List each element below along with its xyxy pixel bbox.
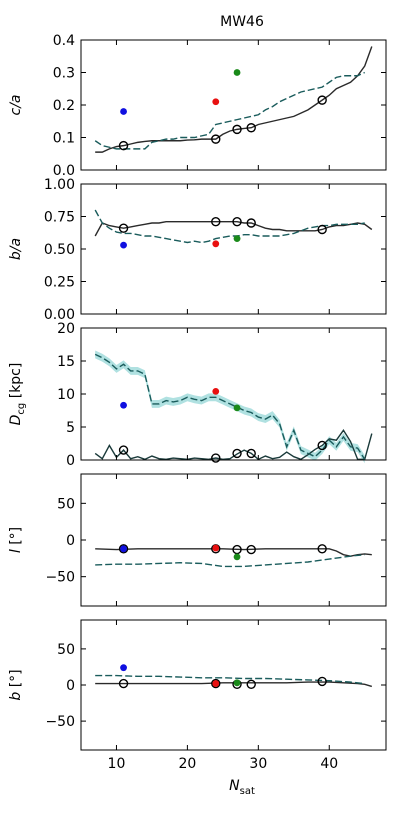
series-line-3-dashed (95, 553, 365, 568)
colored-point-3-0 (120, 545, 127, 553)
colored-point-4-1 (212, 680, 220, 687)
open-point-3-3 (246, 544, 256, 555)
open-point-1-4 (317, 224, 327, 235)
y-tick-label-1-1: 0.25 (44, 275, 75, 291)
open-point-0-4 (317, 95, 327, 105)
panel-4: −50 0 50 b [°] (8, 619, 387, 751)
open-point-1-3 (246, 218, 256, 228)
open-point-4-3 (246, 679, 256, 689)
y-axis-label-0: c/a (8, 95, 24, 116)
y-tick-label-2-0: 0 (66, 453, 75, 469)
colored-point-0-2 (233, 69, 241, 76)
open-point-2-3 (246, 448, 256, 459)
y-axis-label-2: Dcg [kpc] (8, 363, 27, 426)
y-tick-label-1-3: 0.75 (44, 210, 75, 226)
colored-point-4-0 (120, 664, 127, 672)
y-tick-label-2-1: 5 (66, 420, 75, 436)
y-axis-label-4: b [°] (8, 669, 24, 700)
open-point-2-4 (317, 440, 327, 451)
panel-frame-0 (80, 39, 387, 171)
colored-point-3-2 (233, 553, 241, 561)
colored-point-1-2 (233, 235, 241, 243)
series-line-0-solid (95, 46, 373, 153)
panel-frame-1 (80, 183, 387, 315)
panel-0: 0.0 0.1 0.2 0.3 0.4 c/a (8, 33, 387, 179)
open-point-3-4 (317, 544, 327, 554)
panel-3: −50 0 50 l [°] (8, 473, 387, 607)
x-tick-label-2: 30 (249, 756, 267, 772)
y-tick-label-0-3: 0.3 (53, 66, 75, 82)
y-tick-label-1-0: 0.00 (44, 307, 75, 323)
y-tick-label-3-2: 50 (57, 496, 75, 512)
y-tick-label-0-2: 0.2 (53, 98, 75, 114)
series-line-0-dashed (94, 71, 366, 150)
open-point-4-1 (211, 678, 221, 689)
y-tick-label-3-0: −50 (45, 570, 75, 586)
y-tick-label-2-4: 20 (57, 321, 75, 337)
series-band-2-1 (95, 350, 365, 464)
y-tick-label-0-1: 0.1 (53, 131, 75, 147)
open-point-3-0 (118, 544, 129, 554)
colored-point-1-0 (120, 241, 127, 249)
y-tick-label-4-1: 0 (66, 678, 75, 694)
y-tick-label-0-0: 0.0 (53, 163, 75, 179)
y-axis-label-3: l [°] (8, 527, 24, 553)
y-axis-label-1: b/a (8, 238, 24, 260)
colored-point-1-1 (212, 240, 220, 248)
colored-point-0-0 (120, 108, 127, 115)
y-tick-label-3-1: 0 (66, 533, 75, 549)
colored-point-2-0 (120, 401, 127, 409)
colored-point-2-2 (233, 404, 241, 412)
colored-point-3-1 (212, 544, 220, 552)
series-line-2-dashed (94, 353, 366, 460)
y-tick-label-4-2: 50 (57, 642, 75, 658)
open-point-0-3 (246, 123, 256, 133)
colored-point-0-1 (212, 98, 220, 106)
open-point-2-1 (211, 453, 221, 463)
figure-title: MW46 (220, 14, 264, 30)
y-tick-label-1-4: 1.00 (44, 177, 75, 193)
open-point-4-4 (317, 676, 327, 687)
colored-point-2-1 (212, 387, 220, 395)
x-tick-label-0: 10 (108, 756, 126, 772)
x-tick-label-1: 20 (178, 756, 196, 772)
open-point-1-2 (232, 216, 242, 227)
y-tick-label-4-0: −50 (45, 714, 75, 730)
series-line-3-solid (95, 548, 372, 557)
open-point-0-0 (118, 140, 129, 151)
series-line-1-dashed (94, 209, 365, 244)
open-point-2-0 (118, 445, 129, 455)
y-tick-label-0-4: 0.4 (53, 33, 75, 49)
panel-2: 0 5 10 15 20 Dcg [kpc] (8, 321, 387, 469)
y-tick-label-2-3: 15 (57, 354, 75, 370)
panels: 0.0 0.1 0.2 0.3 0.4 c/a 0.00 0.25 0.50 0.75 1.00 b/… (8, 33, 387, 772)
open-point-0-2 (232, 124, 242, 135)
open-point-1-0 (118, 223, 129, 233)
open-point-1-1 (211, 216, 221, 227)
panel-1: 0.00 0.25 0.50 0.75 1.00 b/a (8, 177, 387, 323)
y-tick-label-1-2: 0.50 (44, 242, 75, 258)
x-axis-label: Nsat (229, 778, 255, 797)
open-point-2-2 (232, 448, 242, 459)
open-point-4-0 (118, 678, 129, 689)
panel-frame-3 (80, 473, 387, 607)
x-tick-label-3: 40 (320, 756, 338, 772)
open-point-0-1 (211, 134, 221, 144)
y-tick-label-2-2: 10 (57, 387, 75, 403)
colored-point-4-2 (233, 679, 241, 687)
